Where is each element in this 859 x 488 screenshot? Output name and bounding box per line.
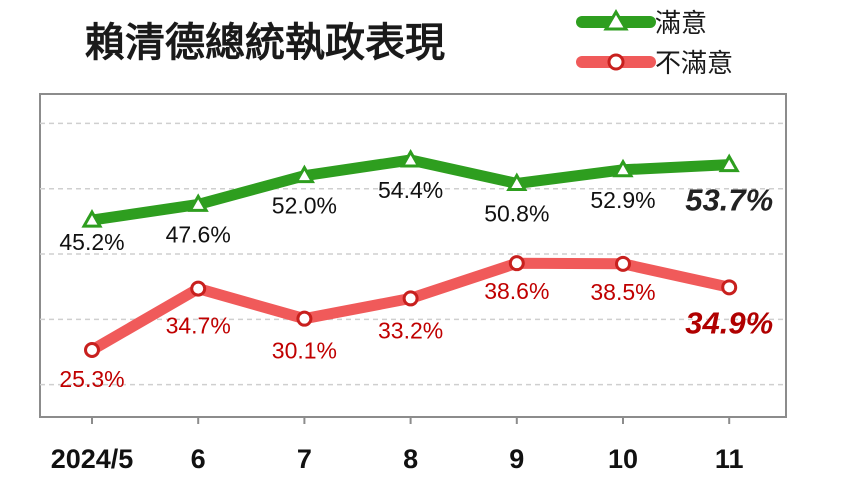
x-tick-label: 6: [191, 444, 206, 474]
satisfied-data-label: 54.4%: [378, 177, 443, 203]
legend: 滿意 不滿意: [576, 9, 733, 79]
data-labels: 45.2% 47.6% 52.0% 54.4% 50.8% 52.9% 53.7% 25.3%…: [59, 177, 773, 392]
satisfied-point: [293, 164, 315, 184]
dissatisfied-data-label: 25.3%: [59, 366, 124, 392]
dissatisfied-data-label: 38.5%: [590, 279, 655, 305]
satisfied-point: [718, 153, 740, 173]
dissatisfied-point: [615, 255, 631, 272]
grid: [40, 122, 786, 386]
plot-area: [39, 93, 787, 418]
dissatisfied-data-label: 34.7%: [166, 313, 231, 339]
dissatisfied-point: [296, 310, 313, 327]
series: [81, 148, 740, 358]
legend-dissatisfied-marker: [607, 53, 625, 71]
legend-dissatisfied-label: 不滿意: [655, 49, 733, 79]
dissatisfied-data-label: 38.6%: [484, 278, 549, 304]
satisfied-data-label: 53.7%: [685, 183, 773, 218]
x-tick-label: 7: [297, 444, 312, 474]
dissatisfied-point: [721, 279, 738, 296]
x-tick-label: 2024/5: [51, 444, 134, 474]
satisfied-point: [612, 158, 634, 178]
satisfied-data-label: 52.9%: [590, 187, 655, 213]
chart-title: 賴清德總統執政表現: [85, 20, 445, 66]
dissatisfied-point: [402, 290, 419, 307]
dissatisfied-data-label: 30.1%: [272, 338, 337, 364]
x-tick-label: 11: [715, 444, 744, 474]
x-axis-labels: 2024/5 6 7 8 9 10 11: [51, 444, 744, 474]
x-tick-label: 9: [509, 444, 524, 474]
dissatisfied-point: [190, 280, 207, 297]
legend-satisfied-marker: [603, 9, 629, 31]
x-tick-label: 10: [608, 444, 638, 474]
x-ticks: [91, 417, 731, 424]
dissatisfied-point: [84, 342, 100, 358]
satisfied-data-label: 47.6%: [166, 221, 231, 247]
satisfied-point: [506, 172, 528, 192]
satisfied-point: [81, 209, 103, 228]
legend-satisfied-label: 滿意: [655, 9, 707, 39]
dissatisfied-data-label: 33.2%: [378, 317, 443, 343]
satisfied-data-label: 45.2%: [59, 229, 124, 255]
dissatisfied-data-label: 34.9%: [685, 305, 773, 340]
satisfied-data-label: 52.0%: [272, 193, 337, 219]
x-tick-label: 8: [403, 444, 418, 474]
satisfied-point: [187, 193, 209, 212]
satisfied-point: [400, 148, 422, 168]
dissatisfied-point: [508, 255, 525, 272]
satisfied-data-label: 50.8%: [484, 201, 549, 227]
